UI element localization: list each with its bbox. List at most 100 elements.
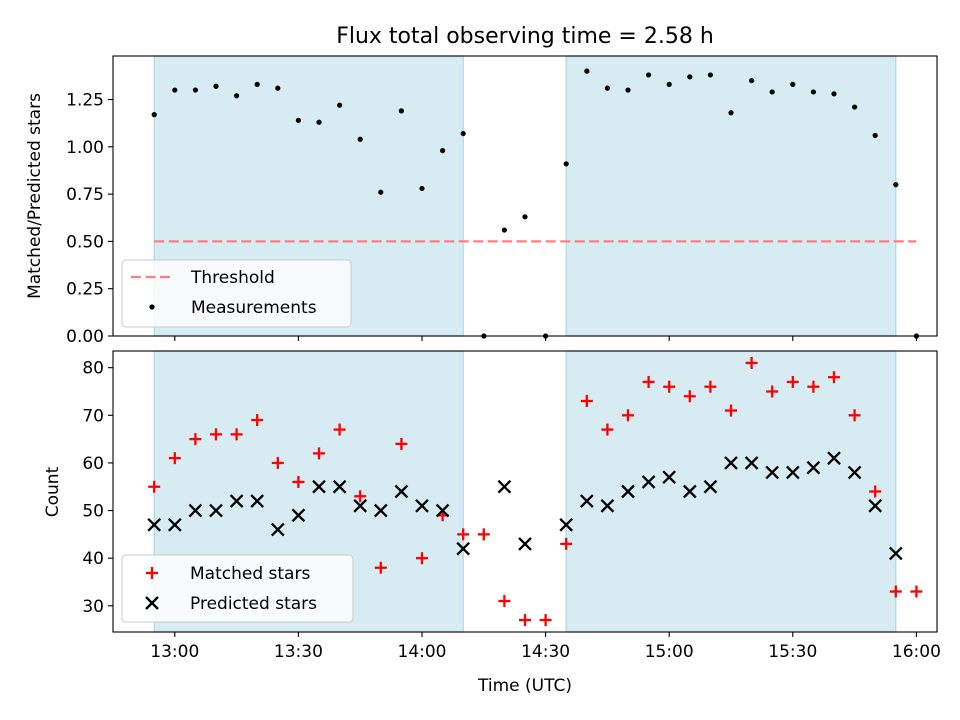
measurement-point [234,93,240,99]
measurement-point [378,189,384,195]
x-tick-label: 13:30 [274,642,323,662]
y-tick-label: 50 [82,502,104,522]
measurement-point [625,87,631,93]
measurement-point [316,119,322,125]
predicted-star-point [682,484,697,499]
measurement-point [440,147,446,154]
measurement-point [666,81,672,87]
matched-star-point [704,380,717,393]
top-axes-frame [112,55,938,337]
matched-star-point [807,380,820,393]
matched-star-point [189,433,202,446]
matched-star-point [251,414,264,427]
predicted-star-point [394,484,409,499]
predicted-star-point [765,465,780,480]
top-legend: Threshold Measurements [121,259,352,328]
measurement-point [831,91,837,97]
predicted-star-point [518,537,532,551]
matched-star-point [168,452,181,465]
predicted-star-point [868,498,883,513]
x-tick-label: 16:00 [892,642,941,662]
measurement-point [810,89,817,95]
predicted-star-point [847,465,862,480]
measurement-point [584,68,590,74]
matched-star-point [313,447,325,460]
y-tick-label: 40 [82,549,104,569]
matched-star-point [395,437,408,450]
matched-star-point [560,537,573,550]
matched-star-point [642,375,655,388]
legend-measurements-label: Measurements [191,298,317,318]
matched-star-point [869,485,882,498]
predicted-star-point [497,479,512,494]
matched-star-point [457,528,470,541]
x-tick-label: 14:00 [398,642,447,662]
measurement-point [172,87,178,93]
matched-star-point [333,423,346,436]
predicted-star-point [600,498,615,513]
legend-matched-swatch [146,567,158,579]
y-tick-label: 30 [82,597,104,617]
y-tick-label: 0.75 [66,185,104,205]
predicted-star-point [744,456,759,470]
matched-star-point [230,428,243,441]
y-tick-label: 80 [82,359,104,379]
measurement-point [213,83,219,89]
predicted-star-point [662,470,677,485]
predicted-star-point [559,518,574,532]
predicted-star-point [188,503,203,518]
predicted-star-point [167,518,182,532]
ratio-panel: 0.00 0.25 0.50 0.75 1.00 1.25 Flux total obse… [25,24,938,347]
predicted-star-point [888,546,903,561]
matched-star-point [786,375,799,388]
predicted-star-point [209,503,223,518]
x-tick-label: 13:00 [150,642,199,662]
bottom-axes-frame [112,350,938,633]
matched-star-point [271,456,284,469]
y-tick-label: 0.25 [66,280,104,300]
bottom-y-axis-label: Count [43,466,63,517]
count-panel: 30 40 50 60 70 80 13:00 13:30 14:00 14:30 15:00 15… [43,350,941,696]
matched-star-point [292,475,305,488]
predicted-star-point [291,508,306,523]
measurement-point [275,85,281,91]
measurement-point [522,214,528,220]
matched-star-point [580,395,593,408]
legend-threshold-label: Threshold [190,268,275,288]
measurement-point [295,117,301,123]
top-y-axis-label: Matched/Predicted stars [25,93,45,299]
y-tick-label: 70 [82,406,104,426]
measurement-point [687,74,693,80]
predicted-star-point [312,479,326,494]
shaded-interval-2 [565,350,897,633]
measurement-point [151,112,157,118]
measurement-point [852,104,858,110]
predicted-star-point [147,518,162,532]
predicted-star-point [332,479,347,494]
predicted-star-point [456,541,471,556]
predicted-star-point [827,451,841,465]
predicted-star-point [373,503,388,518]
predicted-star-point [415,498,429,513]
measurement-point [254,81,260,87]
x-tick-label: 15:00 [645,642,694,662]
predicted-star-point [579,494,594,508]
matched-star-point [416,552,428,565]
measurement-point [192,87,198,93]
y-tick-label: 1.00 [66,138,104,158]
matched-star-point [539,614,552,627]
shaded-interval-2 [565,55,897,337]
matched-star-point [498,595,511,608]
predicted-star-point [806,460,821,475]
measurement-point [749,77,755,84]
bottom-legend: Matched stars Predicted stars [121,554,354,623]
matched-star-point [683,390,696,403]
predicted-star-point [621,484,635,499]
matched-star-point [622,409,634,422]
predicted-star-point [435,503,450,518]
measurement-point [460,130,466,137]
x-tick-label: 14:30 [521,642,570,662]
x-axis-label: Time (UTC) [477,676,572,696]
measurement-point [872,132,878,139]
